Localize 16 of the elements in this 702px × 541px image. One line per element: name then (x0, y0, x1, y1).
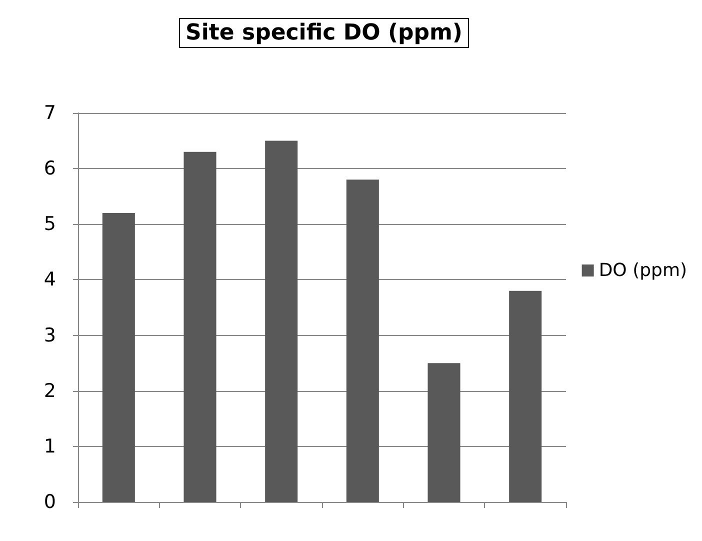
y-tick-label: 2 (44, 380, 56, 402)
y-tick-label: 5 (44, 213, 56, 236)
bar (265, 140, 298, 502)
legend-label: DO (ppm) (598, 260, 688, 281)
y-tick-label: 0 (44, 491, 56, 513)
chart-title: Site specific DO (ppm) (186, 20, 462, 46)
y-tick-label: 6 (44, 158, 56, 180)
bar (509, 290, 542, 502)
y-tick-label: 1 (44, 435, 56, 458)
bar (184, 152, 216, 502)
bar (346, 180, 379, 502)
y-tick-label: 4 (44, 268, 56, 291)
y-tick-label: 3 (44, 324, 56, 346)
bar (428, 363, 460, 502)
y-tick-label: 7 (44, 102, 56, 124)
bar (102, 213, 135, 502)
